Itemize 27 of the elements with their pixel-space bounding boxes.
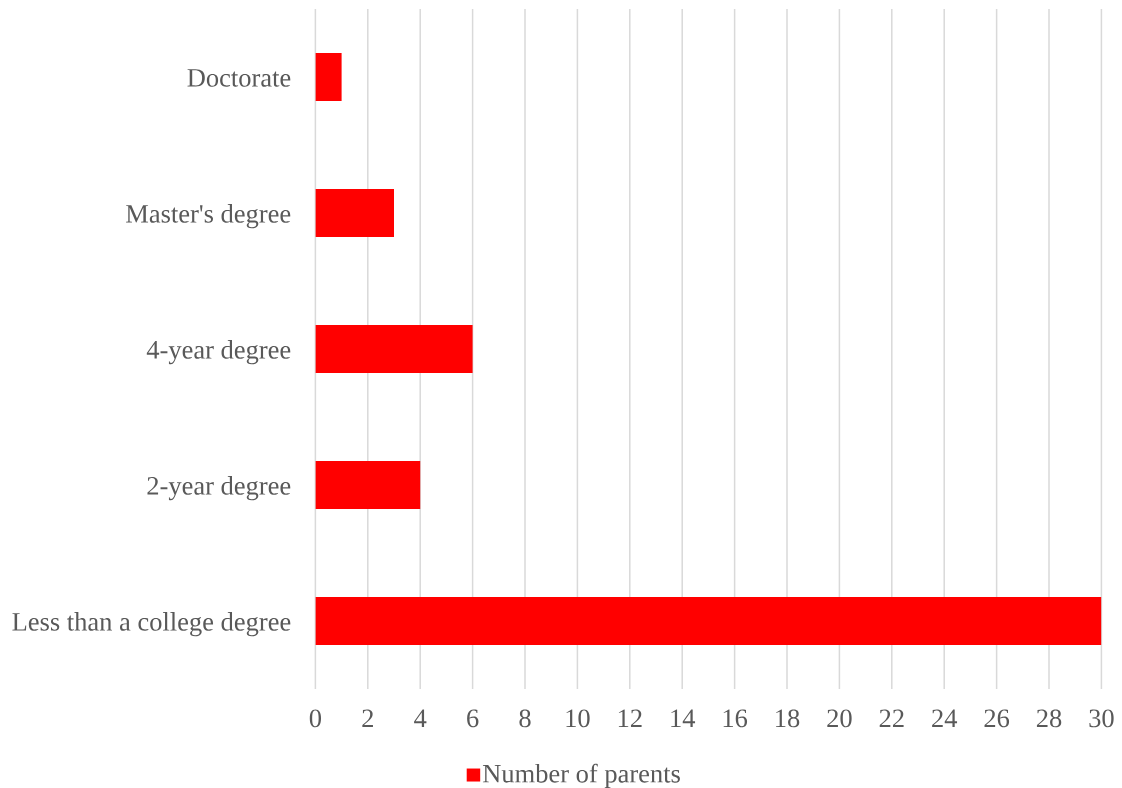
bar bbox=[315, 189, 394, 238]
x-tick-label: 6 bbox=[467, 709, 479, 728]
y-tick-label: 4-year degree bbox=[146, 340, 291, 365]
x-tick-label: 2 bbox=[362, 709, 373, 728]
x-tick-label: 0 bbox=[309, 709, 322, 728]
y-tick-label: Master's degree bbox=[126, 204, 291, 229]
y-tick-label: Doctorate bbox=[187, 69, 291, 87]
x-tick-label: 26 bbox=[984, 709, 1010, 728]
x-tick-label: 22 bbox=[879, 709, 904, 728]
x-tick-label: 12 bbox=[618, 709, 642, 728]
x-tick-label: 16 bbox=[723, 709, 748, 728]
x-tick-label: 18 bbox=[776, 709, 800, 728]
bar bbox=[315, 597, 1102, 646]
bar bbox=[315, 461, 421, 510]
x-tick-label: 20 bbox=[827, 709, 852, 728]
bar bbox=[315, 325, 473, 374]
legend-label: Number of parents bbox=[482, 763, 680, 788]
x-tick-label: 10 bbox=[566, 709, 590, 728]
x-tick-label: 30 bbox=[1089, 709, 1114, 728]
x-tick-label: 4 bbox=[414, 709, 427, 728]
y-tick-label: Less than a college degree bbox=[12, 612, 291, 637]
x-tick-label: 24 bbox=[932, 709, 958, 728]
bar bbox=[315, 53, 342, 102]
x-tick-label: 8 bbox=[519, 709, 531, 728]
x-tick-label: 14 bbox=[671, 709, 696, 728]
x-tick-label: 28 bbox=[1036, 709, 1062, 728]
y-tick-label: 2-year degree bbox=[147, 476, 291, 501]
